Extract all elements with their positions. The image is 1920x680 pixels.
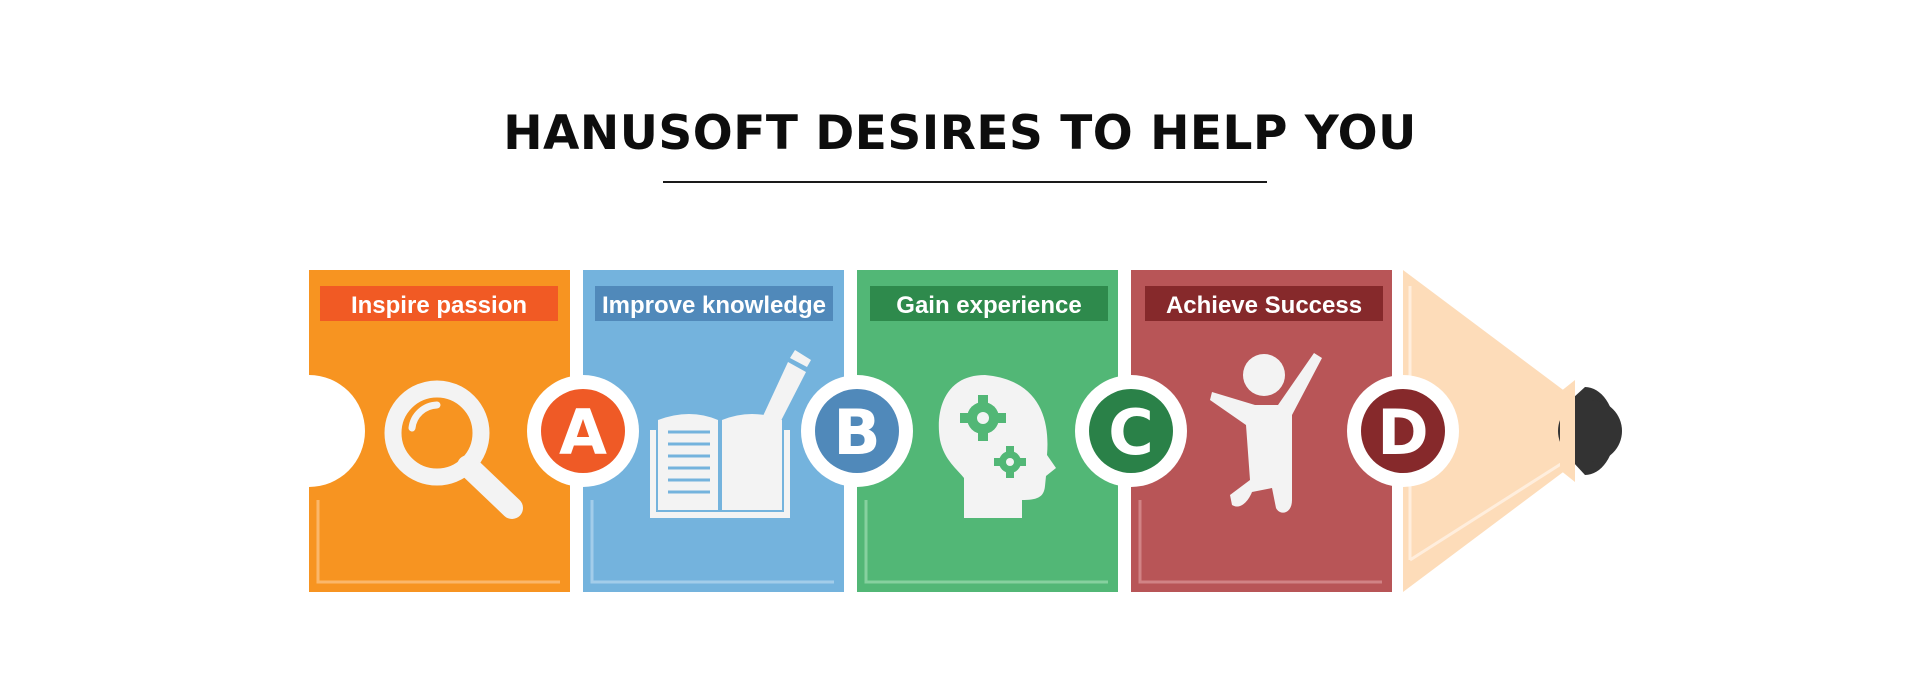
pencil-tip-wood: [1403, 270, 1618, 592]
step-label: Improve knowledge: [602, 292, 826, 319]
book-pencil-icon: [650, 350, 811, 518]
label-box: [320, 286, 558, 321]
head-gears-icon: [938, 375, 1056, 518]
step-letter: B: [833, 396, 880, 469]
segment-inspire-passion: Inspire passion: [253, 270, 570, 592]
label-box: [870, 286, 1108, 321]
badge-B: B: [801, 375, 913, 487]
step-label: Inspire passion: [351, 292, 527, 319]
step-letter: D: [1377, 396, 1428, 469]
label-box: [1145, 286, 1383, 321]
step-letter: A: [559, 396, 607, 469]
label-box: [595, 286, 833, 321]
badge-A: A: [527, 375, 639, 487]
badge-C: C: [1075, 375, 1187, 487]
jumping-person-icon: [1210, 353, 1322, 513]
step-label: Achieve Success: [1166, 292, 1362, 319]
step-letter: C: [1108, 396, 1154, 469]
title-underline: [663, 181, 1267, 183]
step-label: Gain experience: [896, 292, 1081, 319]
page-title: HANUSOFT DESIRES TO HELP YOU: [503, 106, 1417, 161]
left-notch: [253, 375, 365, 487]
magnifier-icon: [384, 380, 523, 519]
badge-D: D: [1347, 375, 1459, 487]
